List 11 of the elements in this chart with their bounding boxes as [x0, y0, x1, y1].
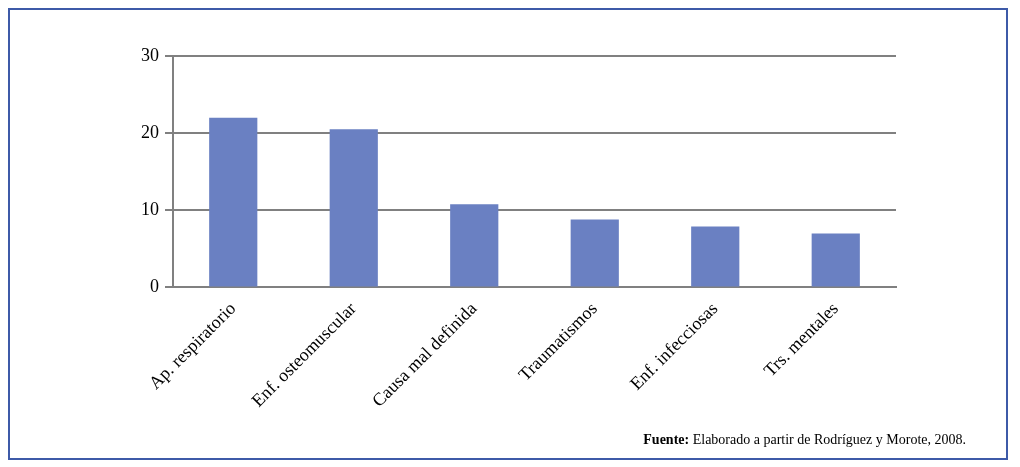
bar: [570, 219, 619, 287]
bar: [450, 204, 499, 287]
bar: [209, 117, 258, 287]
y-tick-label: 0: [150, 276, 159, 297]
y-tick-label: 20: [141, 121, 159, 142]
source-note: Fuente: Elaborado a partir de Rodríguez y Morote, 2008.: [643, 432, 966, 448]
y-tick-label: 10: [141, 199, 159, 220]
bar: [329, 129, 378, 287]
bar: [811, 233, 860, 287]
y-tick-label: 30: [141, 44, 159, 65]
bar: [691, 226, 740, 287]
